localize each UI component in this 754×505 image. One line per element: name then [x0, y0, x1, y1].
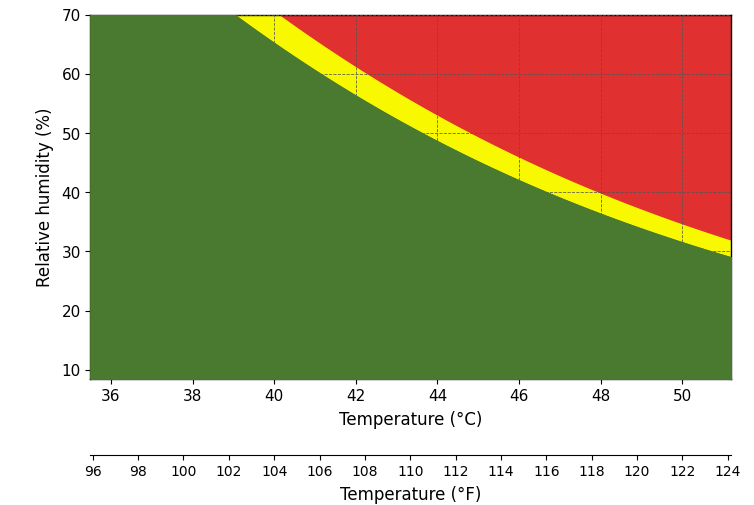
X-axis label: Temperature (°C): Temperature (°C)	[339, 411, 483, 428]
X-axis label: Temperature (°F): Temperature (°F)	[340, 486, 482, 503]
Y-axis label: Relative humidity (%): Relative humidity (%)	[36, 107, 54, 287]
